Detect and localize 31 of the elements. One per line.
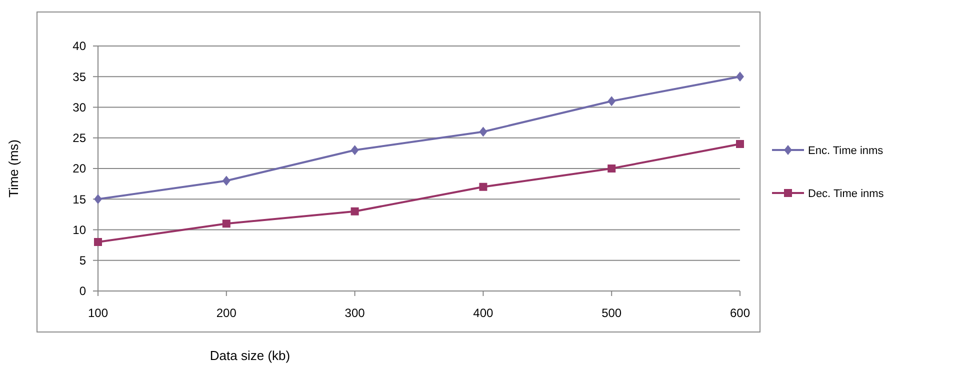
point xyxy=(736,72,744,82)
x-axis-title: Data size (kb) xyxy=(210,348,290,363)
y-tick-label: 40 xyxy=(72,39,86,54)
y-tick-label: 0 xyxy=(79,284,86,298)
point xyxy=(608,96,616,106)
point xyxy=(222,220,230,228)
y-tick-label: 35 xyxy=(72,70,86,84)
point xyxy=(479,182,488,191)
y-axis-title: Time (ms) xyxy=(6,139,21,198)
point xyxy=(608,164,616,172)
y-tick-label: 20 xyxy=(72,162,86,176)
point xyxy=(94,238,102,246)
x-tick-label: 100 xyxy=(88,306,108,320)
x-tick-label: 200 xyxy=(216,306,237,320)
legend-label: Dec. Time inms xyxy=(808,188,884,200)
x-tick-label: 300 xyxy=(344,306,366,320)
point xyxy=(94,194,102,204)
x-tick-label: 400 xyxy=(473,306,494,320)
y-tick-label: 15 xyxy=(72,192,86,206)
x-tick-label: 600 xyxy=(730,306,750,320)
x-tick-label: 500 xyxy=(602,306,622,320)
y-tick-label: 10 xyxy=(72,222,86,237)
y-tick-label: 5 xyxy=(79,254,86,268)
point xyxy=(222,176,230,186)
point xyxy=(736,140,744,148)
point xyxy=(350,207,359,216)
legend-label: Enc. Time inms xyxy=(808,144,884,157)
point xyxy=(479,126,488,137)
y-tick-label: 30 xyxy=(72,100,86,114)
y-tick-label: 25 xyxy=(72,131,86,146)
point xyxy=(350,145,359,156)
